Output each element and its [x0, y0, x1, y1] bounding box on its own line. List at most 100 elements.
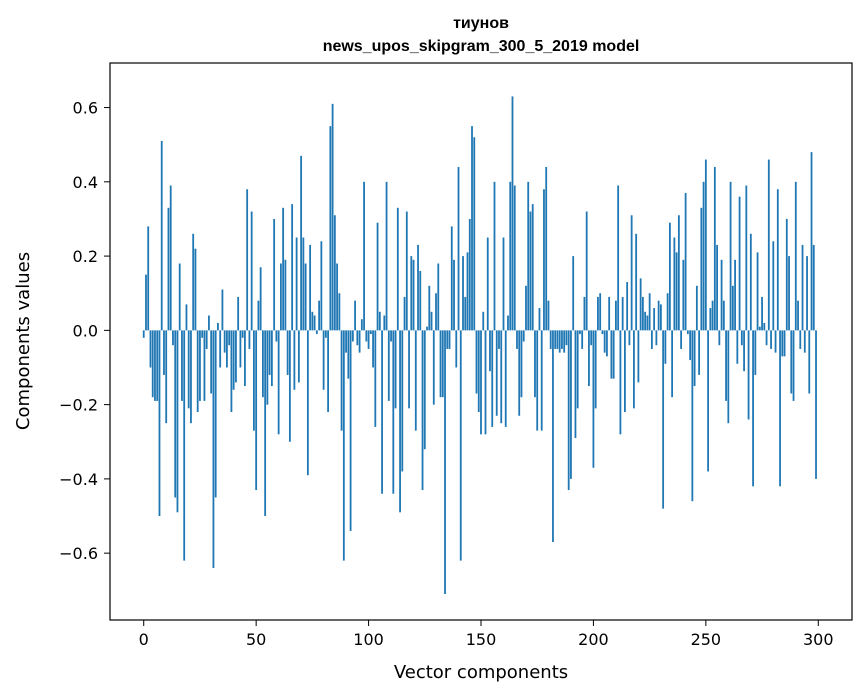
bar-249	[702, 181, 705, 331]
bar-199	[590, 330, 593, 346]
bar-230	[659, 304, 662, 331]
bar-72	[304, 263, 307, 331]
bar-211	[617, 185, 620, 331]
bar-19	[185, 304, 188, 331]
bar-74	[309, 244, 312, 331]
bar-251	[707, 330, 709, 472]
y-tick-label: 0.4	[73, 173, 98, 192]
bar-138	[453, 259, 455, 331]
bar-89	[342, 330, 345, 561]
bar-109	[387, 330, 390, 401]
bar-148	[475, 330, 478, 394]
bar-289	[792, 330, 795, 401]
bar-264	[736, 330, 739, 364]
bar-111	[392, 330, 395, 494]
bar-108	[385, 181, 388, 331]
bar-166	[516, 330, 518, 349]
bar-82	[327, 330, 329, 413]
bar-257	[720, 259, 723, 331]
bar-243	[689, 330, 692, 361]
bar-278	[767, 159, 770, 331]
bar-79	[320, 241, 323, 331]
bar-174	[534, 330, 536, 398]
bar-94	[354, 300, 356, 331]
bar-121	[414, 330, 417, 431]
bar-16	[178, 263, 181, 331]
bar-70	[300, 155, 303, 331]
bar-87	[338, 293, 341, 331]
bar-119	[410, 256, 413, 331]
bar-190	[570, 330, 572, 479]
bar-52	[259, 267, 262, 331]
bar-167	[518, 330, 521, 416]
bar-172	[529, 211, 532, 331]
bar-0	[142, 330, 145, 338]
bar-178	[543, 189, 545, 331]
bar-203	[599, 293, 602, 331]
bar-185	[558, 330, 561, 353]
bar-49	[253, 330, 255, 431]
bar-283	[779, 330, 781, 487]
bar-287	[788, 256, 790, 331]
bar-118	[408, 330, 410, 409]
bar-9	[163, 330, 165, 375]
bar-222	[641, 296, 644, 331]
bar-194	[579, 330, 581, 335]
bar-23	[194, 248, 197, 331]
bar-32	[214, 330, 217, 498]
bar-198	[588, 330, 590, 387]
bar-180	[547, 300, 550, 331]
bar-37	[226, 330, 228, 368]
bar-99	[365, 330, 368, 342]
bar-120	[412, 259, 415, 331]
bar-81	[324, 330, 327, 338]
bar-116	[403, 296, 406, 331]
bar-182	[552, 330, 554, 543]
bar-24	[196, 330, 199, 413]
bar-215	[626, 282, 629, 331]
bar-193	[576, 330, 579, 409]
bar-164	[511, 96, 514, 331]
bar-134	[444, 330, 446, 595]
bar-14	[174, 330, 177, 498]
bar-73	[306, 330, 309, 476]
x-tick-label: 100	[353, 630, 384, 649]
bar-38	[228, 330, 231, 346]
bar-84	[331, 103, 334, 331]
bar-4	[151, 330, 154, 398]
bar-60	[277, 330, 280, 435]
bar-41	[235, 330, 237, 383]
bar-224	[646, 315, 649, 331]
bar-223	[644, 311, 647, 331]
x-axis-ticks: 0 50 100 150 200 250 300	[139, 620, 834, 649]
bar-256	[718, 330, 721, 346]
bar-192	[574, 330, 577, 439]
bar-214	[624, 330, 626, 413]
bar-239	[680, 330, 683, 349]
bar-186	[561, 330, 563, 349]
bar-80	[322, 330, 325, 390]
bar-62	[282, 207, 285, 331]
bar-247	[698, 330, 700, 375]
bar-204	[601, 330, 604, 335]
bar-267	[743, 330, 745, 372]
bar-12	[169, 185, 172, 331]
bar-57	[270, 330, 273, 387]
bar-236	[673, 237, 676, 331]
bar-93	[351, 330, 354, 342]
bar-71	[302, 237, 305, 331]
bar-141	[459, 330, 462, 561]
bar-169	[522, 330, 525, 342]
bar-126	[426, 326, 428, 331]
bar-10	[165, 330, 168, 424]
bar-293	[801, 244, 804, 331]
bar-58	[273, 218, 276, 331]
bar-292	[799, 330, 802, 349]
bar-163	[509, 181, 512, 331]
bar-40	[232, 330, 235, 390]
bar-262	[731, 285, 734, 331]
y-tick-label: 0.0	[73, 321, 98, 340]
bar-2	[147, 226, 150, 331]
bar-183	[554, 330, 557, 349]
bar-46	[246, 189, 249, 331]
